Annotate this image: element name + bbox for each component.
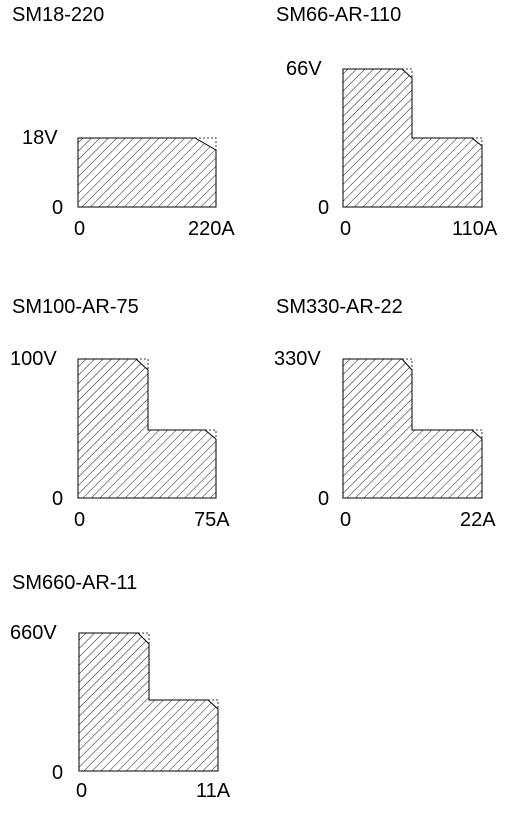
panel-sm660-ar-11: SM660-AR-11 660V 0 0 11A <box>0 566 260 816</box>
operating-area-plot <box>77 358 217 499</box>
voltage-max-label: 660V <box>10 622 57 644</box>
operating-area <box>77 137 217 208</box>
voltage-max-label: 18V <box>22 127 58 149</box>
current-max-label: 22A <box>460 509 496 531</box>
operating-area <box>342 358 483 499</box>
operating-area <box>78 632 219 772</box>
voltage-max-label: 100V <box>10 348 57 370</box>
limit-boundary <box>138 632 219 709</box>
operating-area-plot <box>342 68 483 208</box>
current-max-label: 11A <box>196 780 231 802</box>
limit-boundary <box>402 358 483 439</box>
current-zero-label: 0 <box>340 509 352 531</box>
limit-boundary <box>402 68 483 146</box>
voltage-zero-label: 0 <box>52 488 64 510</box>
panel-title: SM66-AR-110 <box>276 4 402 26</box>
operating-area <box>342 68 483 208</box>
current-max-label: 75A <box>194 509 230 531</box>
current-zero-label: 0 <box>76 780 88 802</box>
panel-title: SM18-220 <box>12 4 105 26</box>
current-zero-label: 0 <box>340 218 352 240</box>
panel-sm100-ar-75: SM100-AR-75 100V 0 0 75A <box>0 292 260 542</box>
current-zero-label: 0 <box>74 509 86 531</box>
operating-area-plot <box>78 632 219 772</box>
current-max-label: 110A <box>452 218 498 240</box>
panel-sm330-ar-22: SM330-AR-22 330V 0 0 22A <box>264 292 521 542</box>
panel-sm66-ar-110: SM66-AR-110 66V 0 0 110A <box>264 0 521 250</box>
panel-sm18-220: SM18-220 18V 0 0 220A <box>0 0 260 250</box>
current-max-label: 220A <box>188 218 235 240</box>
voltage-zero-label: 0 <box>318 488 330 510</box>
limit-boundary <box>195 137 217 150</box>
panel-title: SM330-AR-22 <box>276 296 403 318</box>
current-zero-label: 0 <box>74 218 86 240</box>
voltage-max-label: 330V <box>274 348 321 370</box>
operating-area <box>77 358 217 499</box>
voltage-max-label: 66V <box>286 58 322 80</box>
limit-boundary <box>136 358 217 439</box>
voltage-zero-label: 0 <box>52 197 64 219</box>
panel-title: SM100-AR-75 <box>12 296 139 318</box>
operating-area-plot <box>342 358 483 499</box>
panel-title: SM660-AR-11 <box>12 572 138 594</box>
operating-area-plot <box>77 137 217 208</box>
voltage-zero-label: 0 <box>318 197 330 219</box>
voltage-zero-label: 0 <box>52 762 64 784</box>
